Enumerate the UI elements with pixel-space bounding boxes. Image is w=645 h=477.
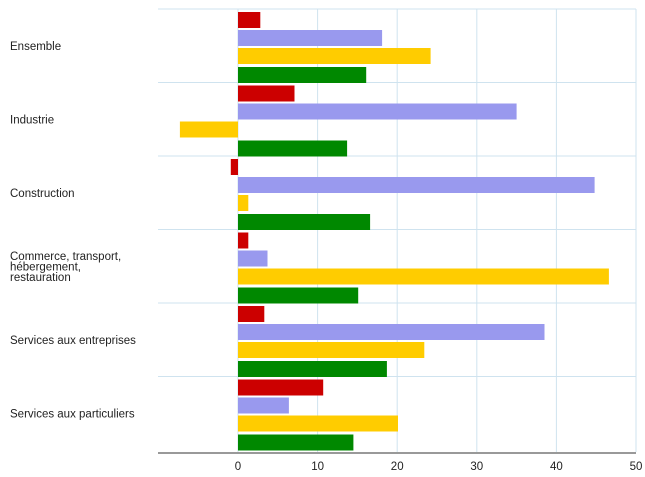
category-label: restauration [10, 272, 71, 284]
x-tick-label: 10 [311, 461, 324, 473]
bar-cat2-series4 [238, 140, 348, 157]
category-label: hébergement, [10, 261, 81, 273]
bar-cat5-series3 [238, 342, 425, 358]
bar-cat1-series4 [238, 67, 367, 83]
x-tick-label: 50 [630, 461, 643, 473]
bar-cat6-series4 [238, 434, 354, 451]
category-label: Construction [10, 188, 75, 200]
bar-cat6-series3 [238, 415, 398, 432]
bar-cat6-series1 [238, 379, 324, 396]
x-tick-labels: 0 10 20 30 40 50 [235, 461, 643, 473]
bar-cat4-series1 [238, 232, 249, 249]
x-tick-label: 30 [470, 461, 483, 473]
bar-cat6-series2 [238, 397, 289, 414]
category-separators [158, 8, 636, 377]
bar-cat4-series4 [238, 287, 359, 304]
category-labels: Ensemble Industrie Construction Commerce, t… [10, 41, 136, 420]
bar-cat3-series2 [238, 177, 595, 193]
x-tick-label: 20 [391, 461, 404, 473]
category-label: Services aux entreprises [10, 335, 136, 347]
bar-cat4-series2 [238, 250, 268, 267]
x-tick-label: 40 [550, 461, 563, 473]
category-label: Ensemble [10, 41, 61, 53]
bar-cat1-series1 [238, 12, 261, 28]
bar-cat5-series2 [238, 324, 545, 340]
bar-cat2-series1 [238, 85, 295, 102]
bar-cat3-series4 [238, 214, 371, 230]
x-tick-label: 0 [235, 461, 241, 473]
bar-cat2-series2 [238, 103, 517, 120]
bar-cat4-series3 [238, 268, 609, 285]
bar-cat2-series3 [179, 121, 238, 138]
bars [179, 12, 609, 451]
bar-cat3-series3 [238, 195, 249, 211]
category-label: Industrie [10, 114, 54, 126]
bar-cat1-series2 [238, 30, 383, 46]
category-label: Services aux particuliers [10, 408, 135, 420]
bar-cat5-series1 [238, 306, 265, 322]
category-label: Commerce, transport, [10, 251, 121, 263]
bar-cat5-series4 [238, 361, 387, 377]
bar-cat3-series1 [230, 159, 238, 175]
bar-cat1-series3 [238, 48, 431, 64]
